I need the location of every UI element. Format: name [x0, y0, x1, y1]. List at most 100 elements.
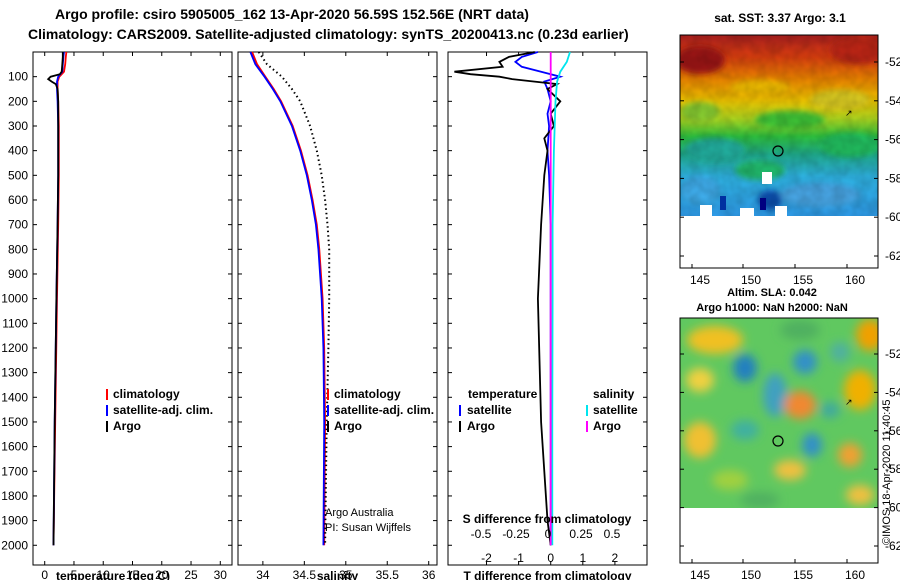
sla-lon-axis: 145 150 155 160 — [690, 559, 865, 580]
lat-tick-label: -62 — [885, 539, 900, 553]
lat-tick-label: -62 — [885, 249, 900, 263]
depth-tick-label: 1300 — [1, 366, 28, 380]
x-tick-label: 30 — [214, 568, 228, 580]
lon-tick-label: 150 — [741, 273, 761, 287]
imos-credit: ©IMOS 18-Apr-2020 11:40:45 — [881, 400, 893, 545]
depth-tick-label: 1200 — [1, 341, 28, 355]
depth-tick-label: 900 — [8, 267, 28, 281]
legend-label: satellite — [467, 403, 512, 417]
x-tick-label: 0 — [547, 551, 554, 565]
x-tick-label: 10 — [97, 568, 111, 580]
depth-tick-label: 400 — [8, 144, 28, 158]
series-t-argo — [454, 51, 562, 546]
lat-tick-label: -54 — [885, 385, 900, 399]
lon-tick-label: 145 — [690, 273, 710, 287]
legend-label: Argo — [593, 419, 621, 433]
x-tick-label: 34.5 — [293, 568, 317, 580]
sst-argo-location-marker — [772, 145, 784, 157]
sla-map-subtitle: Argo h1000: NaN h2000: NaN — [696, 302, 848, 314]
x-axis-label: T difference from climatology — [463, 569, 631, 580]
x-tick-label: 35 — [339, 568, 353, 580]
legend-label: climatology — [113, 387, 180, 401]
depth-tick-label: 500 — [8, 168, 28, 182]
series-satellite-adj-clim- — [249, 51, 326, 546]
sla-map-title: Altim. SLA: 0.042 — [727, 287, 817, 299]
x-axis-label: salinity — [317, 569, 359, 580]
lon-tick-label: 155 — [793, 568, 813, 580]
s-tick-label: 0 — [545, 527, 552, 541]
lat-tick-label: -60 — [885, 210, 900, 224]
depth-tick-label: 2000 — [1, 538, 28, 552]
x-tick-label: 1 — [579, 551, 586, 565]
depth-tick-label: 1500 — [1, 415, 28, 429]
lat-tick-label: -56 — [885, 424, 900, 438]
depth-tick-label: 100 — [8, 70, 28, 84]
x-tick-label: -2 — [481, 551, 492, 565]
x-tick-label: 15 — [126, 568, 140, 580]
depth-tick-label: 1800 — [1, 489, 28, 503]
legend-title-salinity: salinity — [593, 387, 635, 401]
lat-tick-label: -58 — [885, 171, 900, 185]
lat-tick-label: -54 — [885, 94, 900, 108]
lat-tick-label: -60 — [885, 501, 900, 515]
temperature-panel: 1002003004005006007008009001000110012001… — [1, 51, 233, 580]
climatology-title: Climatology: CARS2009. Satellite-adjuste… — [28, 26, 629, 42]
depth-tick-label: 600 — [8, 193, 28, 207]
sla-map: ↗ Altim. SLA: 0.042 Argo h1000: NaN h200… — [679, 287, 900, 580]
x-tick-label: 36 — [422, 568, 436, 580]
s-tick-label: 0.25 — [569, 527, 593, 541]
x-tick-label: 35.5 — [376, 568, 400, 580]
lon-tick-label: 145 — [690, 568, 710, 580]
x-tick-label: 25 — [184, 568, 198, 580]
lat-tick-label: -52 — [885, 347, 900, 361]
s-tick-label: 0.5 — [604, 527, 621, 541]
depth-tick-label: 1100 — [2, 316, 28, 330]
legend-label: Argo — [467, 419, 495, 433]
legend-label: satellite-adj. clim. — [113, 403, 213, 417]
plot-frame — [447, 51, 648, 566]
s-tick-label: -0.25 — [502, 527, 530, 541]
x-axis-label: temperature (deg C) — [56, 569, 170, 580]
depth-tick-label: 1600 — [1, 440, 28, 454]
depth-tick-label: 200 — [8, 94, 28, 108]
x-tick-label: 5 — [71, 568, 78, 580]
depth-tick-label: 1000 — [1, 292, 28, 306]
lon-tick-label: 155 — [793, 273, 813, 287]
legend-label: Argo — [113, 419, 141, 433]
depth-tick-label: 700 — [8, 218, 28, 232]
depth-tick-label: 1400 — [1, 390, 28, 404]
svg-text:↗: ↗ — [845, 397, 853, 407]
sst-map-title: sat. SST: 3.37 Argo: 3.1 — [714, 11, 846, 25]
sla-lat-axis: -52 -54 -56 -58 -60 -62 — [680, 347, 900, 553]
svg-text:↗: ↗ — [845, 108, 853, 118]
x-tick-label: 2 — [612, 551, 619, 565]
legend-title-temperature: temperature — [468, 387, 538, 401]
plot-frame — [32, 51, 233, 566]
x-tick-label: 0 — [41, 568, 48, 580]
annotation-argo-australia: Argo Australia — [325, 507, 394, 519]
lat-tick-label: -52 — [885, 55, 900, 69]
annotation-pi: PI: Susan Wijffels — [325, 522, 411, 534]
x-tick-label: 20 — [155, 568, 169, 580]
plot-frame — [237, 51, 438, 566]
legend-label: Argo — [334, 419, 362, 433]
series-argo — [46, 52, 64, 546]
sst-lat-axis: -52 -54 -56 -58 -60 -62 — [680, 55, 900, 263]
x-tick-label: -1 — [513, 551, 524, 565]
s-axis-label: S difference from climatology — [463, 512, 632, 526]
s-tick-label: -0.5 — [471, 527, 492, 541]
lat-tick-label: -56 — [885, 133, 900, 147]
legend-label: satellite — [593, 403, 638, 417]
salinity-panel: 34 34.5 35 35.5 36 salinity climatology satelli… — [237, 51, 438, 580]
sst-lon-axis: 145 150 155 160 — [690, 264, 865, 287]
lon-tick-label: 160 — [845, 568, 865, 580]
difference-panel: -2 -1 0 1 2 T difference from climatology temp… — [447, 51, 648, 580]
sla-argo-location-marker — [772, 435, 784, 447]
depth-tick-label: 800 — [8, 242, 28, 256]
lon-tick-label: 160 — [845, 273, 865, 287]
lat-tick-label: -58 — [885, 462, 900, 476]
depth-tick-label: 300 — [8, 119, 28, 133]
series-s-satellite — [551, 51, 571, 546]
lon-tick-label: 150 — [741, 568, 761, 580]
